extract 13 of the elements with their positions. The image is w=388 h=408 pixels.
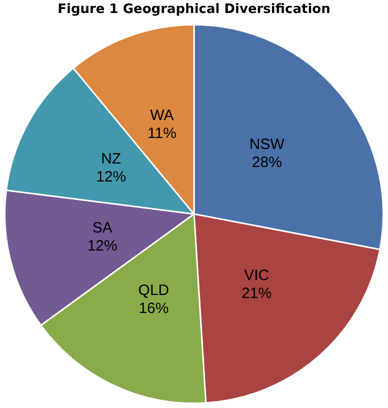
data-label: 12% <box>96 168 126 186</box>
data-label: 16% <box>138 300 169 317</box>
data-label: 28% <box>252 154 282 171</box>
slice-label: SA <box>92 220 112 237</box>
slice-label: NZ <box>101 150 122 168</box>
slice-label: NSW <box>249 136 286 153</box>
data-label: 21% <box>242 285 272 302</box>
slice-label: WA <box>150 107 174 124</box>
slice-label: VIC <box>244 267 270 284</box>
slice-label: QLD <box>138 282 170 299</box>
data-label: 11% <box>147 125 176 142</box>
chart-title: Figure 1 Geographical Diversification <box>56 2 332 17</box>
data-label: 12% <box>87 238 118 255</box>
